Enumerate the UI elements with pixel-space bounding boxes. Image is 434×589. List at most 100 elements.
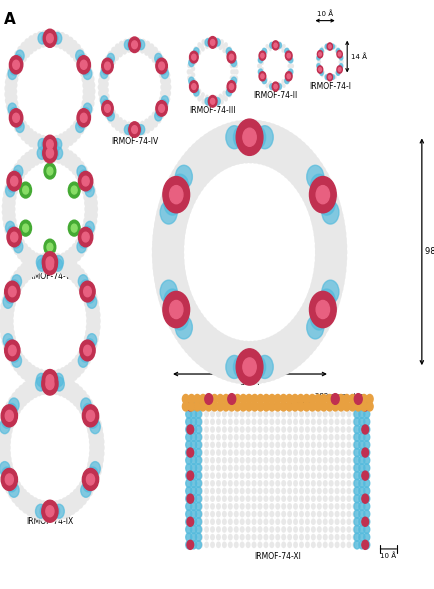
Circle shape [306,167,319,184]
Circle shape [78,55,86,66]
Circle shape [263,542,268,548]
Circle shape [287,480,292,487]
Circle shape [156,117,161,124]
Circle shape [44,239,56,255]
Circle shape [354,464,360,472]
Circle shape [46,140,52,148]
Circle shape [71,359,78,368]
Circle shape [317,542,322,548]
Circle shape [10,72,16,81]
Circle shape [64,160,70,168]
Circle shape [62,376,70,386]
Circle shape [115,120,120,126]
Circle shape [210,480,215,487]
Circle shape [260,45,291,87]
Circle shape [42,138,50,150]
Circle shape [234,465,239,471]
Circle shape [317,449,322,456]
Circle shape [312,214,323,230]
Circle shape [354,518,360,526]
Circle shape [7,316,13,326]
Circle shape [111,47,116,54]
Circle shape [315,238,326,254]
Circle shape [352,426,357,433]
Circle shape [46,140,53,149]
Circle shape [359,410,365,418]
Circle shape [53,147,62,159]
Circle shape [2,296,9,305]
Circle shape [311,526,316,532]
Circle shape [30,250,36,259]
Circle shape [62,131,68,139]
Circle shape [274,84,277,89]
Circle shape [257,64,260,68]
Circle shape [42,379,49,389]
Circle shape [204,41,208,47]
Circle shape [249,148,261,164]
Circle shape [286,80,289,84]
Circle shape [50,144,56,153]
Circle shape [28,139,34,147]
Circle shape [324,74,327,78]
Circle shape [11,234,18,242]
Circle shape [331,74,333,77]
Circle shape [49,147,59,159]
Circle shape [186,173,198,188]
Circle shape [347,503,352,509]
Circle shape [88,205,94,213]
Circle shape [277,42,282,48]
Circle shape [102,107,108,114]
Circle shape [352,480,357,487]
Circle shape [71,154,78,163]
Circle shape [364,533,370,541]
Circle shape [12,55,18,64]
Circle shape [192,51,198,58]
Circle shape [79,495,87,505]
Circle shape [62,256,70,266]
Circle shape [319,48,340,76]
Circle shape [229,54,234,61]
Circle shape [205,98,210,105]
Circle shape [73,247,80,256]
Circle shape [225,91,229,97]
Circle shape [22,167,28,175]
Circle shape [132,37,137,44]
Circle shape [166,256,178,272]
Circle shape [227,122,239,139]
Circle shape [262,123,275,140]
Circle shape [102,61,108,68]
Circle shape [262,55,265,59]
Circle shape [41,253,48,262]
Circle shape [45,252,53,262]
Circle shape [263,472,268,479]
Circle shape [79,227,93,247]
Circle shape [4,455,11,464]
Circle shape [234,395,241,403]
Circle shape [73,363,80,372]
Circle shape [222,511,227,517]
Circle shape [84,405,91,414]
Circle shape [67,259,74,268]
Circle shape [93,437,100,446]
Circle shape [329,45,331,48]
Circle shape [160,293,172,310]
Circle shape [236,148,247,164]
Circle shape [51,263,58,272]
Circle shape [5,290,15,303]
Circle shape [105,104,110,112]
Circle shape [153,264,166,282]
Circle shape [246,449,250,456]
Circle shape [12,269,88,373]
Circle shape [318,69,320,72]
Circle shape [240,403,244,410]
Circle shape [297,154,309,171]
Circle shape [156,57,164,67]
Circle shape [239,359,251,375]
Circle shape [311,472,316,479]
Circle shape [100,101,105,108]
Circle shape [7,466,14,475]
Circle shape [89,437,96,446]
Circle shape [322,244,333,260]
Circle shape [28,260,35,269]
Circle shape [270,84,274,90]
